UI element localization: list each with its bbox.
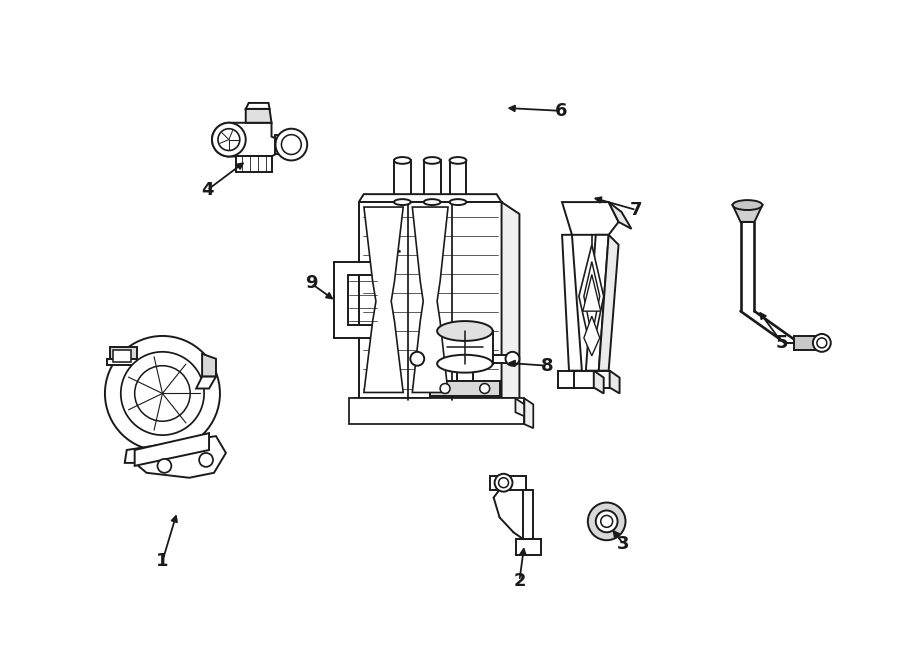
Polygon shape [457,364,472,381]
Polygon shape [359,194,501,202]
Polygon shape [609,371,619,393]
Polygon shape [354,399,516,412]
Circle shape [218,129,239,151]
Circle shape [588,502,626,540]
Circle shape [480,383,490,393]
Text: 5: 5 [776,334,788,352]
Polygon shape [794,336,822,350]
Polygon shape [374,246,400,252]
Polygon shape [586,235,608,371]
Polygon shape [359,202,501,401]
Ellipse shape [394,157,410,164]
Polygon shape [412,207,448,393]
Text: 2: 2 [513,572,526,590]
Text: 7: 7 [630,201,643,219]
Circle shape [440,383,450,393]
Polygon shape [349,399,525,424]
Polygon shape [196,377,216,389]
Polygon shape [275,135,292,155]
Circle shape [158,459,171,473]
Polygon shape [490,476,526,490]
Circle shape [212,123,246,157]
Circle shape [275,129,307,161]
Polygon shape [583,274,600,311]
Polygon shape [733,205,762,222]
Circle shape [596,510,617,532]
Polygon shape [449,161,466,202]
Polygon shape [112,350,130,362]
Polygon shape [594,371,604,393]
Ellipse shape [437,321,492,341]
Ellipse shape [733,200,762,210]
Polygon shape [574,371,609,387]
Ellipse shape [424,199,441,205]
Circle shape [105,336,220,451]
Circle shape [495,474,512,492]
Polygon shape [364,207,403,393]
Polygon shape [394,161,410,202]
Circle shape [282,135,302,155]
Polygon shape [229,123,278,157]
Text: 1: 1 [157,552,168,570]
Polygon shape [584,316,599,356]
Polygon shape [517,539,541,555]
Polygon shape [334,262,378,338]
Polygon shape [246,103,269,109]
Ellipse shape [394,199,410,205]
Text: 3: 3 [617,535,630,553]
Ellipse shape [437,355,492,373]
Polygon shape [492,355,512,363]
Text: 8: 8 [541,357,554,375]
Ellipse shape [449,199,466,205]
Polygon shape [525,399,534,428]
Polygon shape [378,262,391,338]
Polygon shape [418,355,437,363]
Polygon shape [516,399,525,416]
Polygon shape [562,235,582,371]
Circle shape [499,478,508,488]
Polygon shape [110,347,137,359]
Ellipse shape [449,157,466,164]
Polygon shape [584,262,599,336]
Polygon shape [437,331,492,364]
Polygon shape [236,157,272,173]
Circle shape [121,352,204,435]
Polygon shape [374,246,391,262]
Text: 9: 9 [305,274,318,292]
Polygon shape [125,436,226,478]
Circle shape [817,338,827,348]
Polygon shape [107,359,137,365]
Circle shape [410,352,424,366]
Circle shape [135,366,190,421]
Circle shape [199,453,213,467]
Text: 6: 6 [554,102,567,120]
Polygon shape [202,354,216,377]
Polygon shape [608,202,632,229]
Text: 4: 4 [201,181,213,199]
Polygon shape [579,245,604,354]
Polygon shape [558,371,594,387]
Circle shape [813,334,831,352]
Polygon shape [598,235,618,371]
Ellipse shape [424,157,441,164]
Circle shape [506,352,519,366]
Circle shape [600,516,613,527]
Polygon shape [135,433,209,466]
Polygon shape [430,381,500,397]
Polygon shape [246,109,272,123]
Polygon shape [524,490,534,539]
Polygon shape [501,202,519,412]
Polygon shape [424,161,441,202]
Polygon shape [562,202,618,235]
